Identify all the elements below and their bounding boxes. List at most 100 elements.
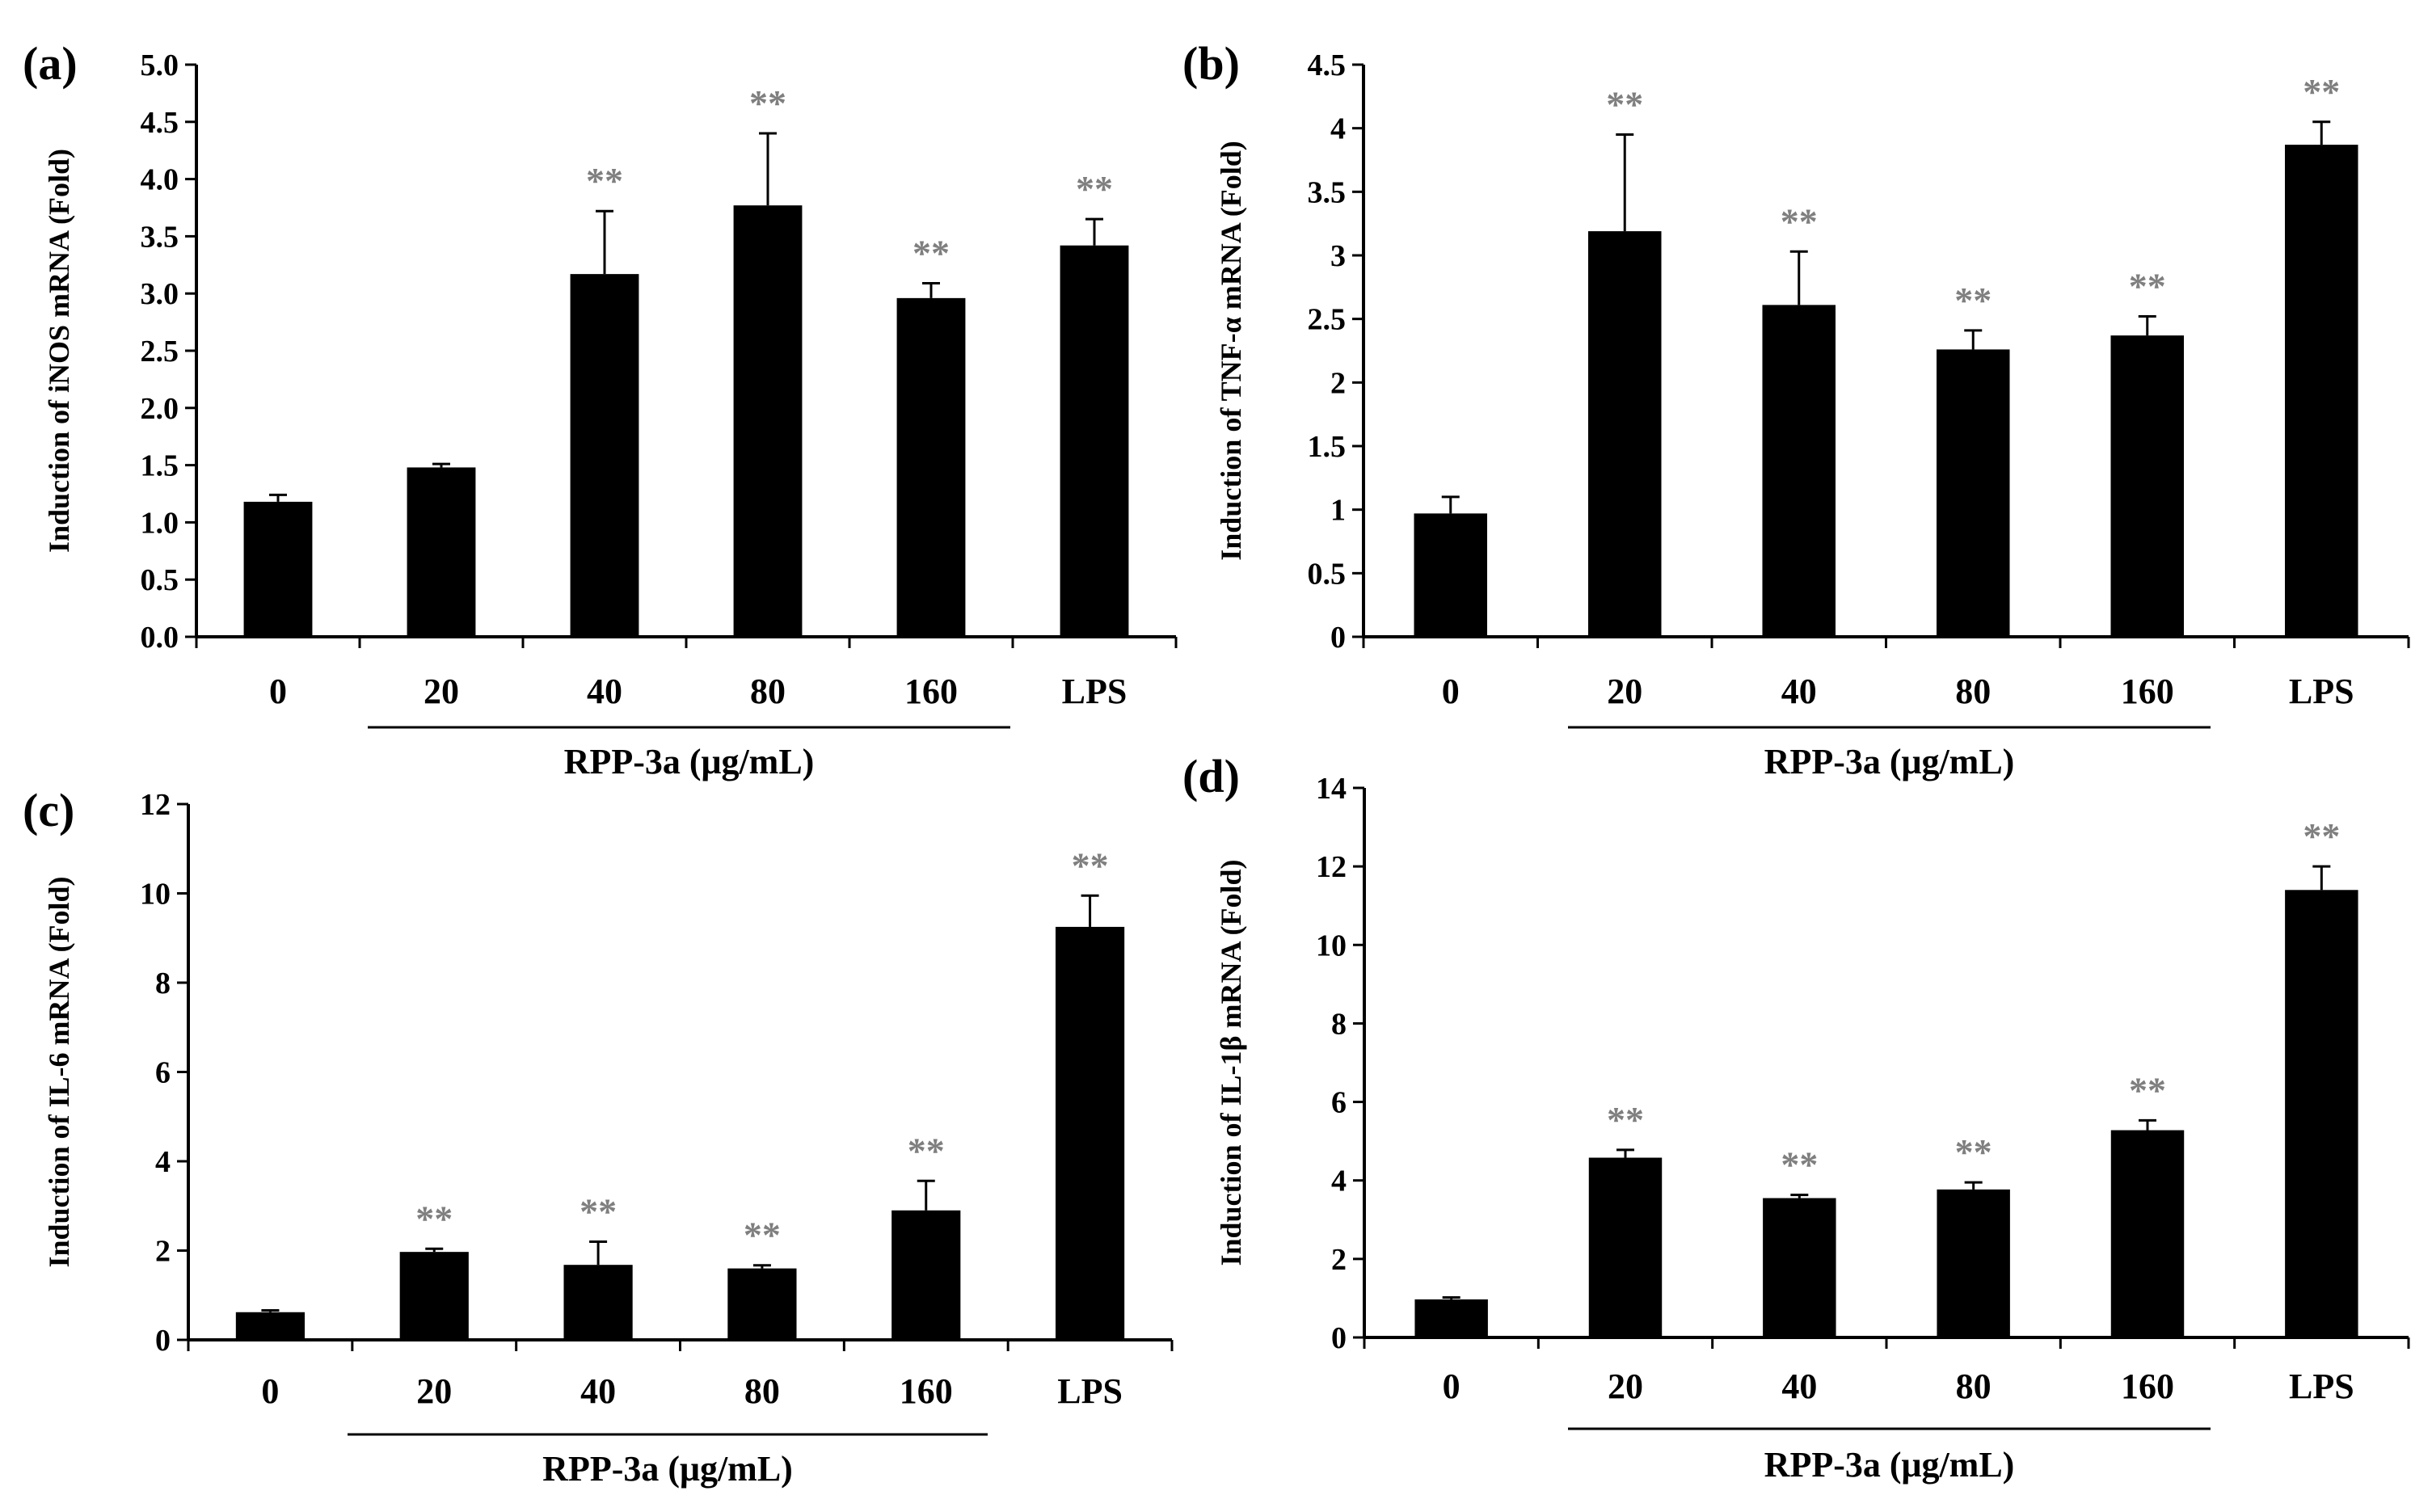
panel-c-category-label: LPS bbox=[1057, 1371, 1123, 1411]
panel-b-y-tick-label: 1.5 bbox=[1308, 430, 1347, 464]
panel-b-significance-label: ** bbox=[1954, 280, 1992, 321]
panel-b-bar bbox=[1762, 305, 1836, 637]
panel-c-bar bbox=[399, 1252, 469, 1340]
panel-b-y-tick-label: 3 bbox=[1330, 239, 1346, 273]
panel-b-y-tick-label: 1 bbox=[1330, 494, 1346, 528]
panel-d-y-tick-label: 6 bbox=[1331, 1086, 1347, 1120]
panel-d-category-label: 160 bbox=[2121, 1367, 2174, 1406]
panel-d-category-label: 40 bbox=[1781, 1367, 1817, 1406]
panel-a-y-tick-label: 1.5 bbox=[141, 449, 179, 483]
panel-a-category-label: 40 bbox=[587, 672, 622, 711]
panel-c-y-tick-label: 10 bbox=[140, 878, 171, 912]
panel-b-category-label: 160 bbox=[2121, 672, 2174, 711]
panel-a-y-tick-label: 2.5 bbox=[141, 335, 179, 369]
panel-b-category-label: 80 bbox=[1955, 672, 1991, 711]
panel-b-y-tick-label: 4 bbox=[1330, 112, 1346, 146]
panel-c-y-tick-label: 2 bbox=[155, 1235, 171, 1269]
panel-a-category-label: 0 bbox=[269, 672, 287, 711]
panel-d-bar bbox=[1414, 1299, 1488, 1337]
panel-d-category-label: 0 bbox=[1443, 1367, 1460, 1406]
panel-c-category-label: 0 bbox=[261, 1371, 279, 1411]
panel-b-significance-label: ** bbox=[2129, 266, 2166, 307]
panel-d-category-label: 20 bbox=[1608, 1367, 1643, 1406]
panel-d-y-tick-label: 4 bbox=[1331, 1165, 1347, 1198]
panel-b-y-axis-title: Induction of TNF-α mRNA (Fold) bbox=[1215, 141, 1247, 560]
panel-a-significance-label: ** bbox=[586, 160, 623, 201]
panel-a-category-label: 80 bbox=[750, 672, 786, 711]
panel-a-y-tick-label: 0.0 bbox=[141, 621, 179, 655]
panel-c-significance-label: ** bbox=[744, 1215, 781, 1256]
panel-a-y-axis-title: Induction of iNOS mRNA (Fold) bbox=[43, 149, 75, 553]
panel-a-bar bbox=[1060, 245, 1129, 637]
panel-c-bar bbox=[235, 1312, 306, 1340]
panel-d-bar bbox=[1588, 1157, 1663, 1337]
panel-a-bar bbox=[733, 205, 803, 638]
panel-b-y-tick-label: 2 bbox=[1330, 366, 1346, 400]
panel-d-bar bbox=[1763, 1198, 1836, 1337]
panel-a-category-label: LPS bbox=[1062, 672, 1127, 711]
panel-a-bar bbox=[243, 501, 313, 637]
panel-a-y-tick-label: 2.0 bbox=[141, 392, 179, 426]
panel-c-category-label: 160 bbox=[900, 1371, 953, 1411]
panel-a-label: (a) bbox=[23, 37, 78, 90]
panel-d-y-tick-label: 12 bbox=[1316, 850, 1347, 884]
panel-d-y-axis-title: Induction of IL-1β mRNA (Fold) bbox=[1215, 859, 1247, 1266]
panel-c-bar bbox=[891, 1210, 961, 1340]
panel-b-y-tick-label: 0 bbox=[1330, 621, 1346, 655]
panel-b-bar bbox=[2284, 145, 2358, 637]
panel-a-bar bbox=[896, 297, 966, 637]
panel-d-bar bbox=[2285, 890, 2358, 1337]
panel-b-bar bbox=[1587, 231, 1662, 637]
panel-b-category-label: LPS bbox=[2289, 672, 2354, 711]
panel-b-label: (b) bbox=[1182, 37, 1240, 90]
panel-b-group-label: RPP-3a (μg/mL) bbox=[1764, 742, 2015, 781]
panel-c-bar bbox=[1055, 926, 1125, 1340]
panel-d-significance-label: ** bbox=[1781, 1144, 1818, 1186]
panel-c-category-label: 20 bbox=[416, 1371, 452, 1411]
panel-b-category-label: 0 bbox=[1442, 672, 1460, 711]
panel-c-category-label: 40 bbox=[580, 1371, 616, 1411]
panel-b-y-tick-label: 4.5 bbox=[1308, 48, 1347, 82]
panel-c-y-tick-label: 0 bbox=[155, 1324, 171, 1358]
panel-a-y-tick-label: 0.5 bbox=[141, 563, 179, 597]
panel-a-y-tick-label: 3.0 bbox=[141, 277, 179, 311]
panel-d-significance-label: ** bbox=[2129, 1069, 2166, 1110]
panel-a-bar bbox=[407, 467, 476, 637]
panel-c-bar bbox=[727, 1268, 797, 1340]
panel-c-significance-label: ** bbox=[1072, 844, 1109, 886]
panel-d-y-tick-label: 0 bbox=[1331, 1321, 1347, 1355]
panel-b-y-tick-label: 2.5 bbox=[1308, 303, 1347, 337]
panel-c-group-label: RPP-3a (μg/mL) bbox=[542, 1449, 793, 1489]
panel-a-y-tick-label: 4.5 bbox=[141, 106, 179, 140]
panel-b-significance-label: ** bbox=[1781, 200, 1818, 242]
panel-b-y-tick-label: 0.5 bbox=[1308, 557, 1347, 591]
panel-d-label: (d) bbox=[1182, 750, 1240, 802]
panel-a-significance-label: ** bbox=[1076, 168, 1113, 209]
panel-d-category-label: LPS bbox=[2289, 1367, 2354, 1406]
panel-b-category-label: 20 bbox=[1607, 672, 1642, 711]
panel-c-y-tick-label: 12 bbox=[140, 788, 171, 822]
panel-d-significance-label: ** bbox=[2303, 815, 2340, 857]
panel-c-category-label: 80 bbox=[744, 1371, 780, 1411]
panel-d-group-label: RPP-3a (μg/mL) bbox=[1764, 1445, 2015, 1485]
panel-b-y-tick-label: 3.5 bbox=[1308, 175, 1347, 209]
panel-c-bar bbox=[563, 1265, 633, 1340]
panel-a-significance-label: ** bbox=[749, 82, 786, 124]
panel-c-y-tick-label: 4 bbox=[155, 1145, 171, 1179]
panel-d-bar bbox=[2110, 1130, 2185, 1337]
panel-b-category-label: 40 bbox=[1781, 672, 1817, 711]
panel-a-group-label: RPP-3a (μg/mL) bbox=[564, 742, 815, 781]
panel-a-y-tick-label: 3.5 bbox=[141, 220, 179, 254]
panel-d-y-tick-label: 10 bbox=[1316, 929, 1347, 962]
panel-d-y-tick-label: 2 bbox=[1331, 1243, 1347, 1277]
panel-d-significance-label: ** bbox=[1607, 1099, 1644, 1140]
panel-c-y-axis-title: Induction of IL-6 mRNA (Fold) bbox=[43, 876, 75, 1267]
panel-d-y-tick-label: 14 bbox=[1316, 772, 1347, 806]
panel-d-significance-label: ** bbox=[1955, 1131, 1992, 1173]
panel-c-significance-label: ** bbox=[580, 1190, 617, 1232]
panel-d-y-tick-label: 8 bbox=[1331, 1007, 1347, 1041]
panel-b-significance-label: ** bbox=[2303, 71, 2340, 112]
panel-a-category-label: 20 bbox=[424, 672, 459, 711]
panel-a-significance-label: ** bbox=[913, 232, 950, 273]
